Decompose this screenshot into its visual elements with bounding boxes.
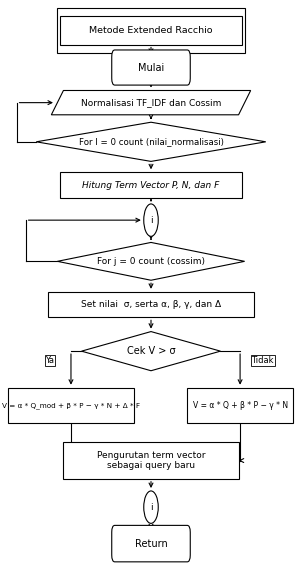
Polygon shape — [51, 91, 251, 115]
Text: i: i — [150, 503, 152, 511]
Text: Hitung Term Vector P, N, dan F: Hitung Term Vector P, N, dan F — [82, 181, 220, 189]
Text: V = α * Q_mod + β * P − γ * N + Δ * F: V = α * Q_mod + β * P − γ * N + Δ * F — [2, 402, 140, 409]
FancyBboxPatch shape — [112, 50, 190, 85]
Text: Set nilai  σ, serta α, β, γ, dan Δ: Set nilai σ, serta α, β, γ, dan Δ — [81, 300, 221, 309]
Text: Metode Extended Racchio: Metode Extended Racchio — [89, 26, 213, 35]
Text: Mulai: Mulai — [138, 63, 164, 72]
Text: For I = 0 count (nilai_normalisasi): For I = 0 count (nilai_normalisasi) — [79, 137, 223, 146]
Text: Ya: Ya — [45, 356, 54, 365]
Text: Return: Return — [135, 538, 167, 549]
FancyBboxPatch shape — [63, 443, 239, 479]
FancyBboxPatch shape — [60, 16, 242, 45]
FancyBboxPatch shape — [187, 387, 293, 422]
FancyBboxPatch shape — [112, 525, 190, 562]
Circle shape — [144, 204, 158, 236]
Polygon shape — [57, 242, 245, 280]
Text: For j = 0 count (cossim): For j = 0 count (cossim) — [97, 257, 205, 266]
Text: Normalisasi TF_IDF dan Cossim: Normalisasi TF_IDF dan Cossim — [81, 98, 221, 107]
Text: Cek V > σ: Cek V > σ — [127, 346, 175, 356]
Polygon shape — [36, 122, 266, 161]
Text: Tidak: Tidak — [252, 356, 274, 365]
FancyBboxPatch shape — [8, 387, 134, 422]
FancyBboxPatch shape — [48, 292, 254, 317]
FancyBboxPatch shape — [60, 172, 242, 198]
Text: Pengurutan term vector
sebagai query baru: Pengurutan term vector sebagai query bar… — [97, 451, 205, 470]
Circle shape — [144, 491, 158, 523]
Text: V = α * Q + β * P − γ * N: V = α * Q + β * P − γ * N — [193, 401, 288, 410]
Text: i: i — [150, 216, 152, 224]
Polygon shape — [82, 332, 220, 371]
